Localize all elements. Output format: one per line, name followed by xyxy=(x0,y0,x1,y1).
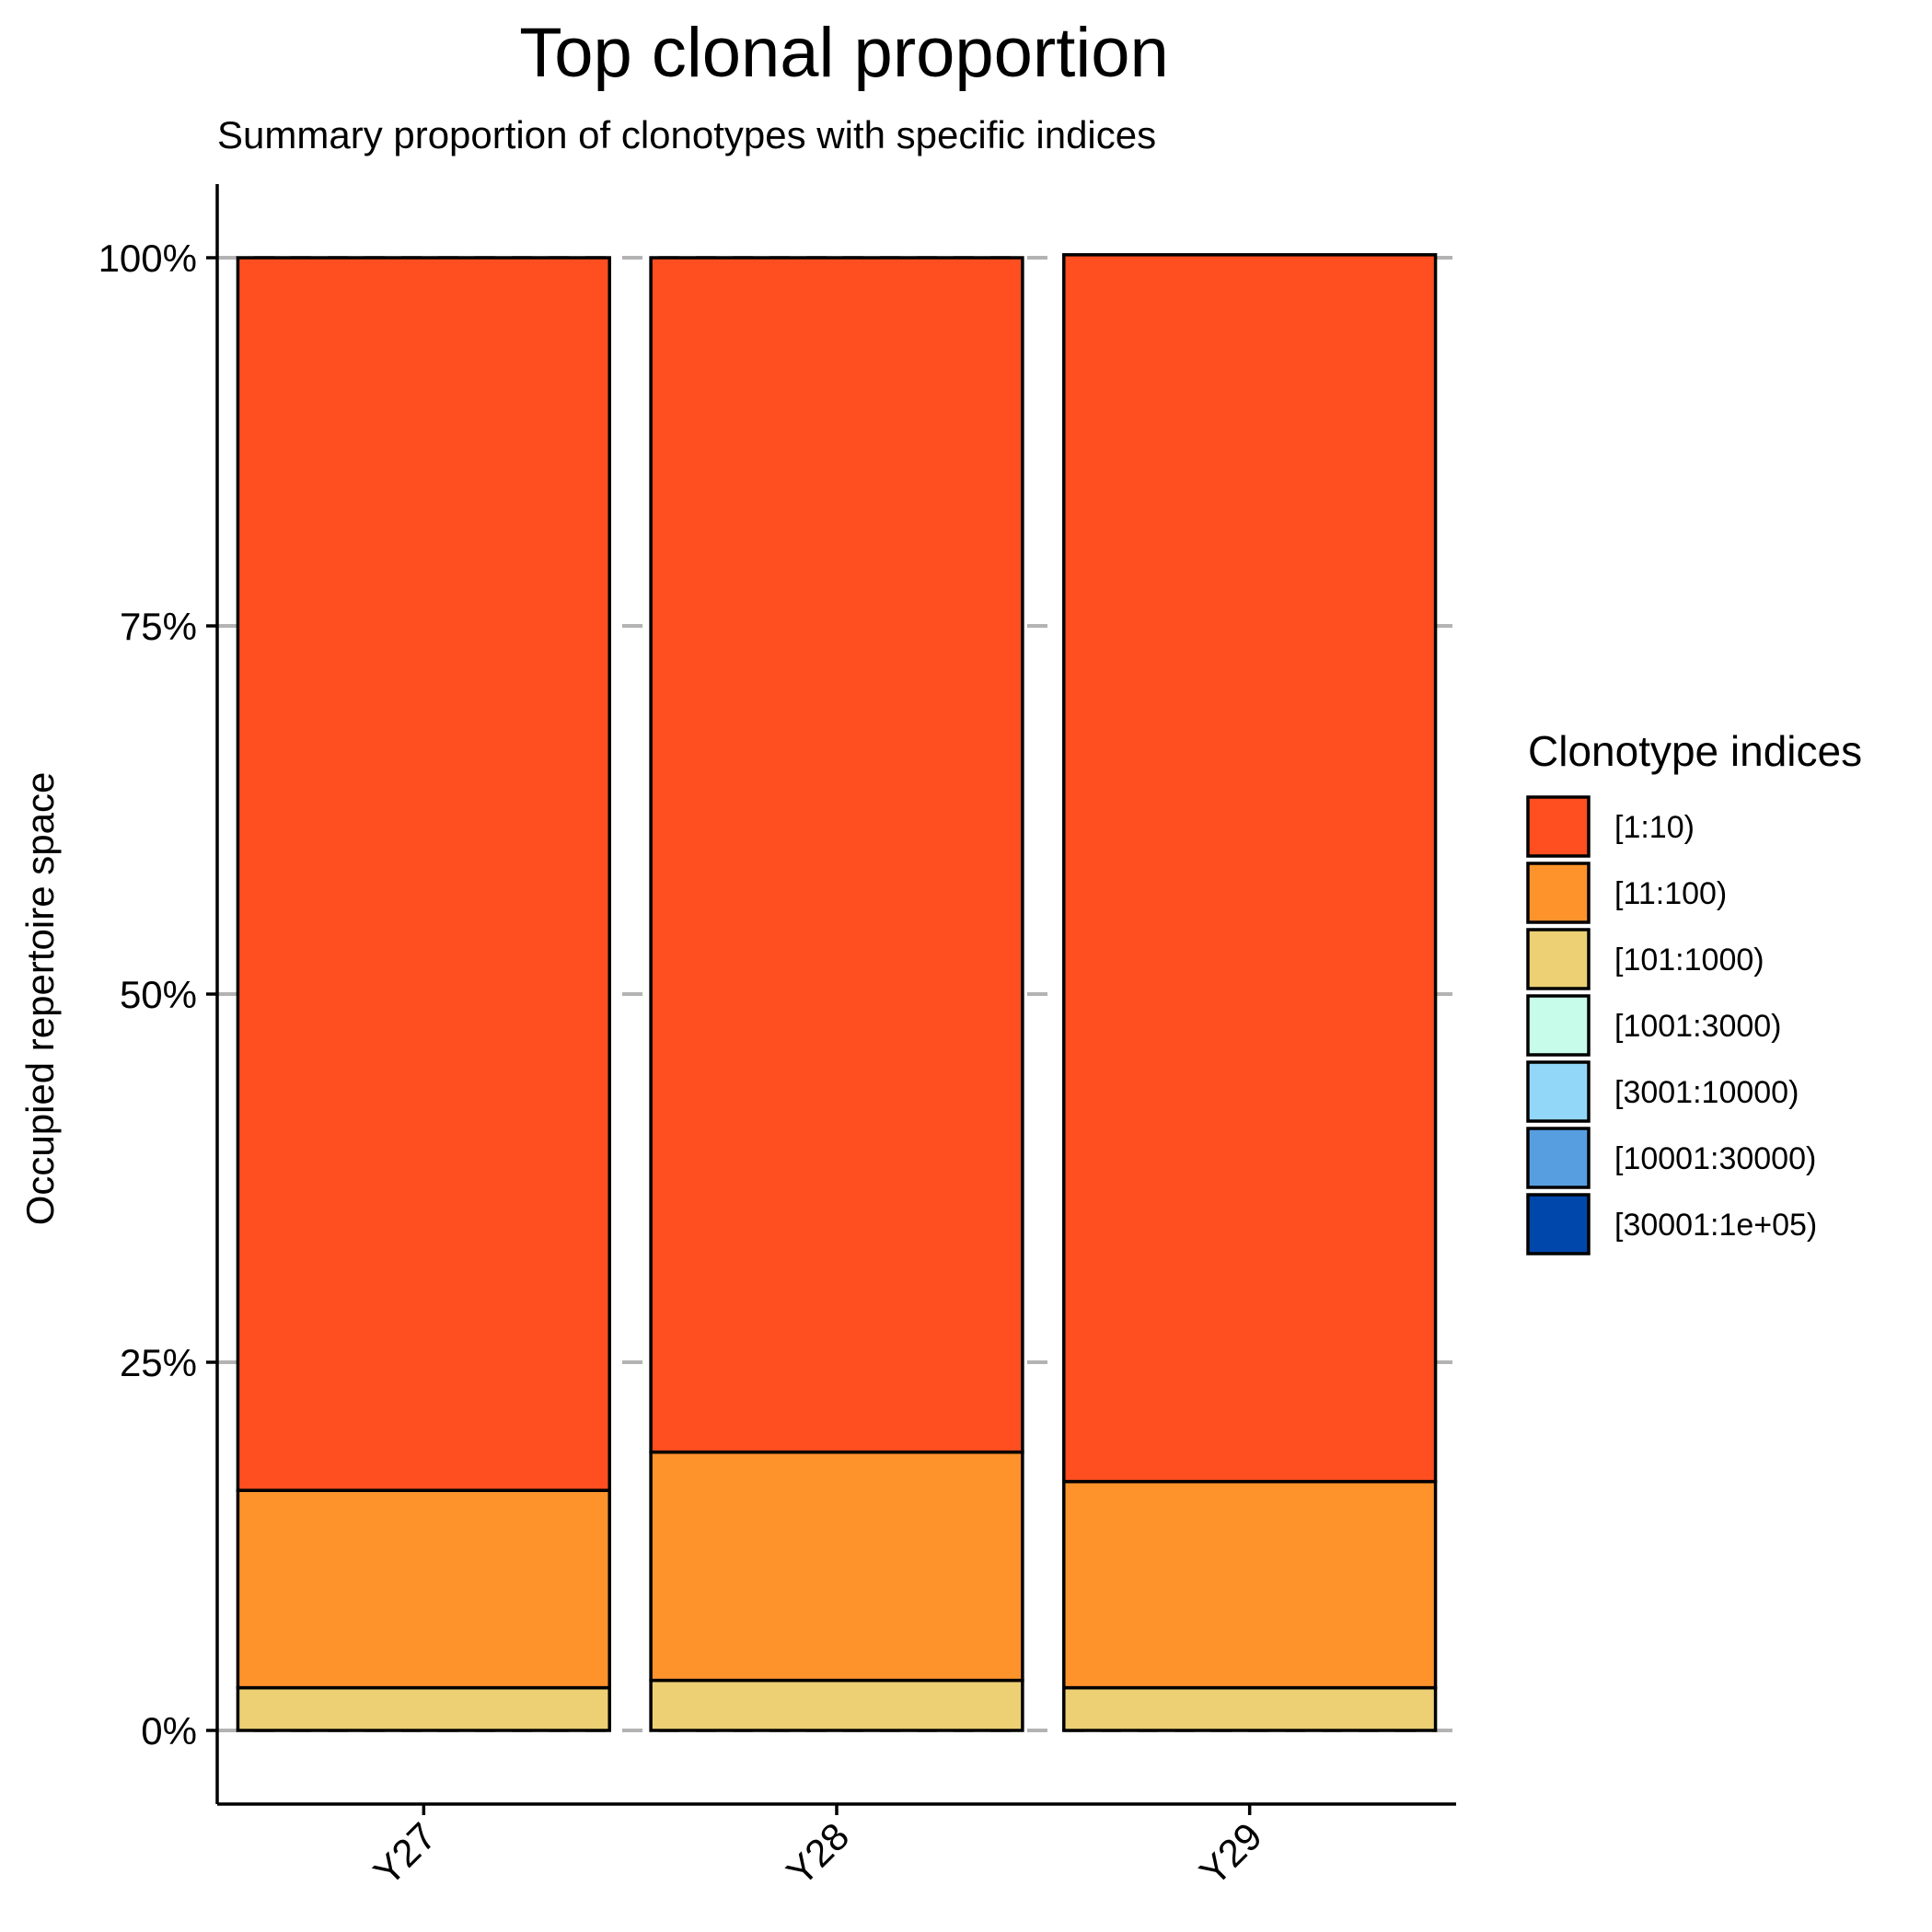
chart-title: Top clonal proportion xyxy=(519,14,1169,92)
legend-label-3: [1001:3000) xyxy=(1614,1009,1782,1044)
bar-segment-Y27-2 xyxy=(236,1685,611,1732)
chart-subtitle: Summary proportion of clonotypes with sp… xyxy=(217,113,1156,156)
legend-key-1 xyxy=(1526,862,1591,924)
bar-segment-Y28-1 xyxy=(649,1450,1024,1683)
y-tick-label-2: 50% xyxy=(120,973,197,1016)
y-tick-label-3: 75% xyxy=(120,605,197,648)
legend-label-4: [3001:10000) xyxy=(1614,1075,1799,1110)
y-ticks: 0% 25% 50% 75% 100% xyxy=(98,237,217,1753)
bar-segment-Y29-1 xyxy=(1062,1479,1438,1690)
legend-key-5 xyxy=(1526,1127,1591,1189)
y-tick-label-4: 100% xyxy=(98,237,197,280)
legend-title: Clonotype indices xyxy=(1528,727,1862,775)
legend-label-2: [101:1000) xyxy=(1614,943,1764,978)
legend-key-0 xyxy=(1526,795,1591,858)
legend-key-4 xyxy=(1526,1060,1591,1123)
legend-label-0: [1:10) xyxy=(1614,810,1695,845)
bar-segment-Y29-0 xyxy=(1062,253,1438,1484)
y-tick-label-1: 25% xyxy=(120,1341,197,1384)
x-tick-label-0: Y27 xyxy=(365,1814,445,1893)
legend-key-2 xyxy=(1526,928,1591,990)
y-axis-label: Occupied repertoire space xyxy=(18,772,62,1226)
bars xyxy=(236,253,1438,1732)
bar-segment-Y29-2 xyxy=(1062,1685,1438,1732)
bar-segment-Y27-1 xyxy=(236,1488,611,1690)
legend-label-1: [11:100) xyxy=(1614,876,1727,911)
legend-label-6: [30001:1e+05) xyxy=(1614,1208,1817,1243)
legend-label-5: [10001:30000) xyxy=(1614,1141,1816,1176)
bar-segment-Y28-0 xyxy=(649,256,1024,1454)
x-ticks: Y27 Y28 Y29 xyxy=(365,1804,1270,1893)
x-tick-label-2: Y29 xyxy=(1191,1814,1270,1893)
legend-items: [1:10) [11:100) [101:1000) [1001:3000) [3001… xyxy=(1526,795,1817,1255)
legend: Clonotype indices [1:10) [11:100) [101:100… xyxy=(1526,727,1862,1255)
legend-key-6 xyxy=(1526,1193,1591,1255)
bar-segment-Y28-2 xyxy=(649,1678,1024,1732)
bar-segment-Y27-0 xyxy=(236,256,611,1492)
y-tick-label-0: 0% xyxy=(141,1709,197,1753)
x-tick-label-1: Y28 xyxy=(778,1814,857,1893)
legend-key-3 xyxy=(1526,994,1591,1057)
